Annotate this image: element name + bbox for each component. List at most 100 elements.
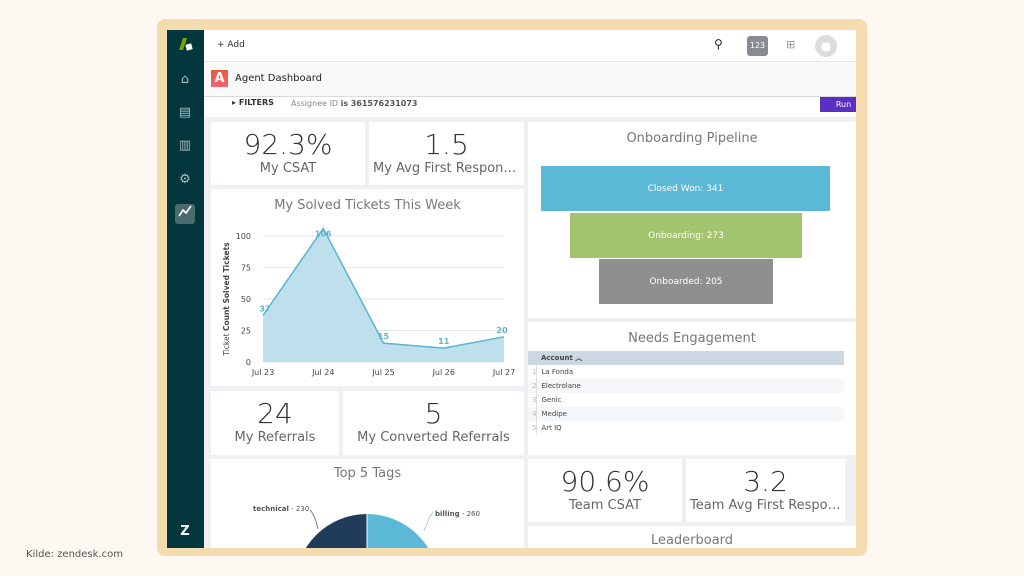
account-cell: Genic xyxy=(541,396,562,404)
column-label: Account xyxy=(540,354,573,362)
x-tick-label: Jul 24 xyxy=(311,368,334,377)
kpi-label: My Converted Referrals xyxy=(357,430,510,445)
x-tick-label: Jul 25 xyxy=(371,368,394,377)
kpi-label: Team CSAT xyxy=(569,498,641,513)
series-line xyxy=(262,226,505,349)
views-icon[interactable]: ▤ xyxy=(178,105,192,120)
y-axis-label: Ticket Count Solved Tickets xyxy=(222,242,231,357)
filter-field: Assignee ID xyxy=(291,99,339,108)
account-cell: Electrolane xyxy=(541,382,581,390)
top-bar: + Add ⚲ 123 ⊞ ● xyxy=(204,30,856,62)
filters-toggle[interactable]: ▸ FILTERS xyxy=(232,98,274,107)
apps-grid-icon[interactable]: ⊞ xyxy=(786,38,796,51)
slice-value: 260 xyxy=(466,510,480,518)
kpi-value: 5 xyxy=(424,397,443,430)
account-cell: Medipe xyxy=(541,410,567,418)
account-cell: La Fonda xyxy=(541,368,574,376)
y-tick-label: 25 xyxy=(241,327,251,336)
data-label: 106 xyxy=(315,229,332,238)
funnel-stage-onboarding: Onboarding: 273 xyxy=(570,213,802,258)
kpi-label: Team Avg First Respon... xyxy=(690,498,845,513)
area-fill xyxy=(263,228,504,362)
app-screen: ⌂ ▤ ▥ ⚙ Z + Add ⚲ 123 ⊞ ● A Agent Dashbo… xyxy=(167,30,856,548)
y-tick-label: 50 xyxy=(241,295,251,304)
product-tray-badge[interactable]: 123 xyxy=(747,36,768,56)
source-caption: Kilde: zendesk.com xyxy=(26,549,123,560)
user-avatar-icon[interactable]: ● xyxy=(815,35,837,57)
dashboard-header: A Agent Dashboard xyxy=(204,62,856,97)
reporting-icon[interactable]: ▥ xyxy=(178,138,192,153)
x-tick-label: Jul 27 xyxy=(492,368,515,377)
account-cell: Art IQ xyxy=(541,424,562,432)
slice-value: 230 xyxy=(295,505,310,513)
funnel-stage-onboarded: Onboarded: 205 xyxy=(599,259,773,304)
table-row[interactable]: 3 Genic xyxy=(528,393,844,407)
pie-label-technical: technical - 230 xyxy=(253,505,310,513)
kpi-value: 92.3% xyxy=(243,128,333,161)
explore-icon[interactable] xyxy=(175,204,195,224)
page-title: Agent Dashboard xyxy=(235,73,323,84)
zendesk-logo-icon[interactable] xyxy=(175,36,195,56)
kpi-my-csat: 92.3% My CSAT xyxy=(211,122,365,185)
kpi-converted: 5 My Converted Referrals xyxy=(343,391,524,455)
engagement-table: Account ︿ 1 La Fonda 2 Electrolane 3 Genic 4 Me… xyxy=(528,351,844,435)
pie-slice-technical xyxy=(305,514,367,548)
settings-gear-icon[interactable]: ⚙ xyxy=(179,172,191,187)
filter-op: is xyxy=(340,99,349,108)
filter-value: 361576231073 xyxy=(350,99,418,108)
top-tags-chart: Top 5 Tags technical - 230 billing - 260 xyxy=(211,459,524,548)
leaderboard-title: Leaderboard xyxy=(650,533,734,548)
x-tick-label: Jul 23 xyxy=(251,368,274,377)
leaderboard: Leaderboard xyxy=(528,526,856,548)
filters-label: FILTERS xyxy=(238,98,274,107)
chart-title: Top 5 Tags xyxy=(333,466,402,481)
slice-name: technical xyxy=(253,505,289,513)
data-label: 15 xyxy=(378,332,390,341)
row-number: 1 xyxy=(528,365,538,379)
slice-name: billing xyxy=(435,510,460,518)
solved-tickets-chart: My Solved Tickets This Week 0 25 50 75 100 37… xyxy=(211,189,524,386)
add-button[interactable]: + Add xyxy=(217,40,245,50)
kpi-value: 3.2 xyxy=(743,465,788,498)
kpi-team-frt: 3.2 Team Avg First Respon... xyxy=(686,459,845,522)
table-row[interactable]: 5 Art IQ xyxy=(528,421,844,435)
filters-bar: ▸ FILTERS Assignee ID is 361576231073 Ru… xyxy=(204,97,856,117)
y-tick-label: 100 xyxy=(236,232,251,241)
app-logo: A xyxy=(211,70,228,87)
table-row[interactable]: 4 Medipe xyxy=(528,407,844,421)
onboarding-pipeline: Onboarding Pipeline Closed Won: 341 Onbo… xyxy=(528,122,856,318)
kpi-value: 1.5 xyxy=(424,128,469,161)
home-icon[interactable]: ⌂ xyxy=(180,72,190,87)
row-number: 2 xyxy=(528,379,538,393)
search-icon[interactable]: ⚲ xyxy=(714,37,723,51)
area-chart: 0 25 50 75 100 37 106 15 11 20 Jul 23 Jul 24 Jul 25 J… xyxy=(222,226,515,377)
table-row[interactable]: 1 La Fonda xyxy=(528,365,844,379)
chart-title: Onboarding Pipeline xyxy=(626,131,758,146)
filter-summary: Assignee ID is 361576231073 xyxy=(291,99,418,108)
kpi-label: My Avg First Response ... xyxy=(373,161,524,176)
y-tick-label: 0 xyxy=(246,358,251,367)
kpi-label: My CSAT xyxy=(259,161,317,176)
needs-engagement: Needs Engagement Account ︿ 1 La Fonda 2 Ele… xyxy=(528,322,856,455)
sidebar: ⌂ ▤ ▥ ⚙ Z xyxy=(167,30,204,548)
row-number: 3 xyxy=(528,393,538,407)
row-number: 4 xyxy=(528,407,538,421)
chart-title: My Solved Tickets This Week xyxy=(274,198,461,213)
pie-chart xyxy=(305,509,434,548)
column-header-account[interactable]: Account ︿ xyxy=(540,354,583,362)
zendesk-z-icon[interactable]: Z xyxy=(180,524,190,539)
kpi-value: 90.6% xyxy=(560,465,650,498)
kpi-label: My Referrals xyxy=(234,430,316,445)
pie-label-billing: billing - 260 xyxy=(435,510,480,518)
kpi-value: 24 xyxy=(257,397,293,430)
run-button[interactable]: Run xyxy=(820,97,856,112)
funnel-stage-closed-won: Closed Won: 341 xyxy=(541,166,830,211)
kpi-my-frt: 1.5 My Avg First Response ... xyxy=(369,122,524,185)
data-label: 20 xyxy=(496,326,508,335)
kpi-referrals: 24 My Referrals xyxy=(211,391,339,455)
x-tick-label: Jul 26 xyxy=(432,368,455,377)
data-label: 11 xyxy=(438,337,450,346)
data-label: 37 xyxy=(259,304,270,313)
table-row[interactable]: 2 Electrolane xyxy=(528,379,844,393)
pie-slice-billing xyxy=(367,514,429,548)
